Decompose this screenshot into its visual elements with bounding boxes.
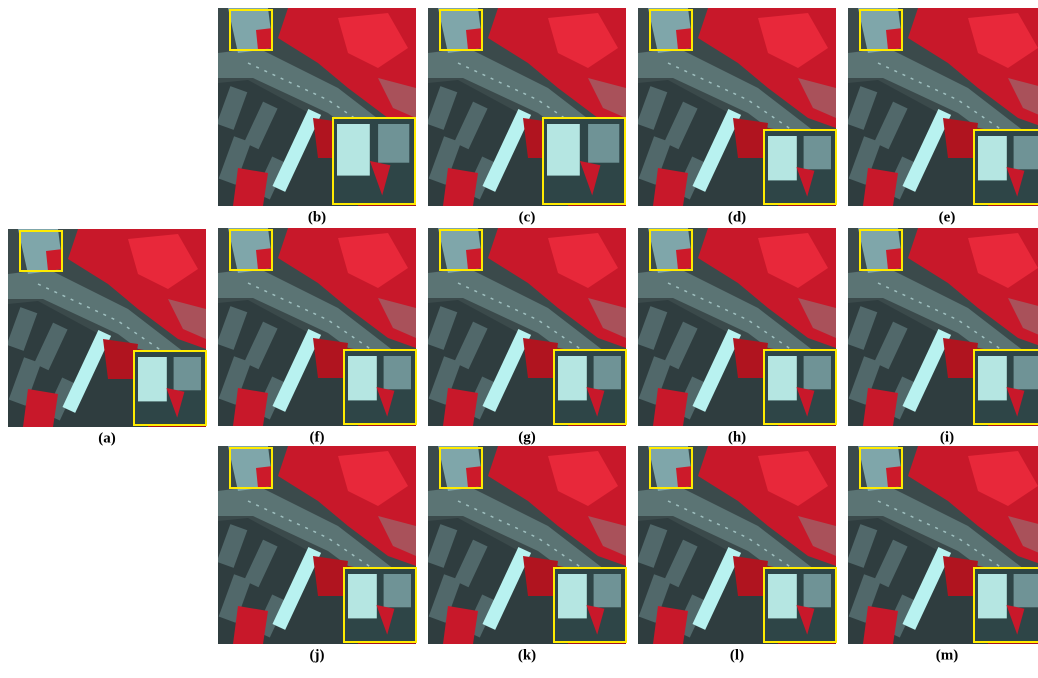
inset-building [804, 356, 831, 389]
inset-building [348, 574, 377, 618]
panel-label: (e) [939, 209, 956, 225]
panel-label: (a) [98, 430, 116, 446]
inset-building [337, 124, 370, 176]
panel: (m) [847, 446, 1038, 663]
panel-label: (g) [518, 429, 536, 445]
inset-building [384, 356, 411, 389]
inset-building [1014, 356, 1038, 389]
panel-label: (h) [728, 429, 746, 445]
zoom-inset [764, 130, 836, 204]
zoom-inset [134, 351, 206, 425]
panel: (l) [637, 446, 836, 663]
inset-building [768, 356, 797, 400]
figure: (a) (b) (c) (d) (e) (f) (g) (h) (i) (j) (k) (l) (m) [0, 0, 1038, 673]
inset-building [558, 574, 587, 618]
zoom-inset [554, 350, 626, 424]
inset-building [804, 136, 831, 169]
zoom-inset [344, 568, 416, 642]
zoom-inset [764, 568, 836, 642]
inset-building [768, 136, 797, 180]
inset-building [594, 574, 621, 607]
panel: (f) [217, 228, 416, 445]
panel: (j) [217, 446, 416, 663]
inset-building [384, 574, 411, 607]
inset-building [594, 356, 621, 389]
inset-building [978, 136, 1007, 180]
zoom-inset [764, 350, 836, 424]
inset-building [558, 356, 587, 400]
panel: (i) [847, 228, 1038, 445]
zoom-inset [974, 350, 1038, 424]
panel-label: (i) [940, 429, 954, 445]
panel: (a) [7, 229, 206, 446]
inset-building [1014, 574, 1038, 607]
panel: (k) [427, 446, 626, 663]
inset-building [138, 357, 167, 401]
inset-building [348, 356, 377, 400]
zoom-inset [344, 350, 416, 424]
inset-building [768, 574, 797, 618]
inset-building [804, 574, 831, 607]
panel-label: (f) [310, 429, 325, 445]
panel: (d) [637, 8, 836, 225]
inset-building [588, 124, 619, 163]
inset-building [547, 124, 580, 176]
panel: (e) [847, 8, 1038, 225]
panel-label: (l) [730, 647, 744, 663]
inset-building [978, 356, 1007, 400]
inset-building [378, 124, 409, 163]
panel-label: (c) [519, 209, 536, 225]
panel-label: (b) [308, 209, 326, 225]
panel: (h) [637, 228, 836, 445]
panel: (b) [217, 8, 416, 225]
zoom-inset [543, 118, 625, 204]
panel-label: (d) [728, 209, 746, 225]
zoom-inset [554, 568, 626, 642]
zoom-inset [974, 568, 1038, 642]
panel-label: (m) [936, 647, 959, 663]
zoom-inset [333, 118, 415, 204]
panel-label: (j) [310, 647, 325, 663]
panel-label: (k) [518, 647, 536, 663]
panel: (g) [427, 228, 626, 445]
panel: (c) [427, 8, 626, 225]
zoom-inset [974, 130, 1038, 204]
inset-building [174, 357, 201, 390]
inset-building [978, 574, 1007, 618]
inset-building [1014, 136, 1038, 169]
